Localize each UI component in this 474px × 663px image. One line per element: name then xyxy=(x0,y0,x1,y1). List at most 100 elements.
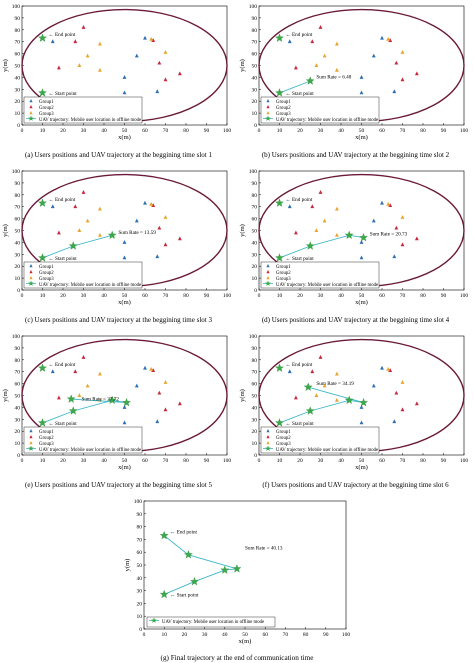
y-tick-label: 10 xyxy=(137,614,143,620)
legend-entry: Group1 xyxy=(39,265,54,270)
y-tick-label: 80 xyxy=(252,193,258,199)
legend-uav-icon xyxy=(28,280,34,286)
uav-position-star xyxy=(159,530,169,540)
x-tick-label: 30 xyxy=(318,293,324,299)
y-tick-label: 60 xyxy=(252,382,258,388)
y-tick-label: 100 xyxy=(12,4,21,10)
y-tick-label: 10 xyxy=(252,276,258,282)
group3-user-marker xyxy=(163,380,168,384)
x-tick-label: 80 xyxy=(183,458,189,464)
group2-user-marker xyxy=(414,401,419,406)
legend-box xyxy=(146,616,276,628)
legend-group3-icon xyxy=(29,441,33,445)
group3-user-marker xyxy=(97,232,102,237)
y-tick-label: 100 xyxy=(12,169,21,175)
group1-user-marker xyxy=(359,240,364,244)
x-tick-label: 0 xyxy=(21,458,24,464)
group3-user-marker xyxy=(334,41,339,46)
x-tick-label: 40 xyxy=(338,293,344,299)
y-tick-label: 40 xyxy=(15,240,21,246)
uav-trajectory-line xyxy=(279,80,311,94)
y-tick-label: 0 xyxy=(254,453,257,459)
y-tick-label: 0 xyxy=(254,288,257,294)
x-tick-label: 50 xyxy=(359,458,365,464)
x-tick-label: 70 xyxy=(400,293,406,299)
legend-entry: UAV trajectory: Mobile user location in … xyxy=(276,118,378,123)
group3-user-marker xyxy=(97,41,102,46)
group3-user-marker xyxy=(163,215,168,219)
group1-user-marker xyxy=(287,369,292,374)
group2-user-marker xyxy=(163,242,168,247)
uav-position-star xyxy=(107,230,117,240)
legend-entry: Group2 xyxy=(276,106,291,111)
group3-user-marker xyxy=(400,50,405,54)
y-tick-label: 60 xyxy=(15,217,21,223)
uav-position-star xyxy=(220,565,230,574)
y-tick-label: 70 xyxy=(252,40,258,46)
group3-user-marker xyxy=(314,228,319,232)
group2-user-marker xyxy=(163,77,168,82)
start-point-label: ← Start point xyxy=(49,421,78,427)
x-tick-label: 20 xyxy=(182,632,188,638)
group1-user-marker xyxy=(380,365,384,370)
legend-entry: UAV trajectory: Mobile user location in … xyxy=(162,620,264,625)
panel-caption: (f) Users positions and UAV trajectory a… xyxy=(262,481,449,489)
legend-entry: Group1 xyxy=(276,100,291,105)
legend-entry: Group1 xyxy=(39,100,54,105)
legend-entry: Group2 xyxy=(276,436,291,441)
y-tick-label: 70 xyxy=(252,205,258,211)
x-tick-label: 20 xyxy=(297,293,303,299)
start-point-label: ← Start point xyxy=(170,592,199,598)
x-tick-label: 30 xyxy=(318,128,324,134)
y-tick-label: 0 xyxy=(17,123,20,129)
x-tick-label: 90 xyxy=(204,293,210,299)
group2-user-marker xyxy=(310,204,315,209)
group3-user-marker xyxy=(322,218,327,223)
end-point-label: ← End point xyxy=(286,32,313,38)
y-tick-label: 20 xyxy=(252,99,258,105)
group3-user-marker xyxy=(334,397,339,402)
x-tick-label: 40 xyxy=(338,128,344,134)
x-tick-label: 60 xyxy=(379,128,385,134)
y-tick-label: 20 xyxy=(15,429,21,435)
end-point-star xyxy=(275,198,284,207)
group3-user-marker xyxy=(85,383,90,388)
group1-user-marker xyxy=(392,254,397,259)
end-point-star xyxy=(38,363,47,372)
legend-group2-icon xyxy=(266,105,270,109)
y-axis-label: y(m) xyxy=(239,224,246,237)
y-tick-label: 0 xyxy=(17,288,20,294)
uav-position-star xyxy=(184,550,193,559)
x-tick-label: 50 xyxy=(122,128,128,134)
uav-position-star xyxy=(66,394,76,403)
y-tick-label: 10 xyxy=(252,111,258,117)
x-tick-label: 10 xyxy=(40,128,46,134)
chart-panel-1: 0 10 20 30 40 50 60 70 80 90 100 0 10 20 30 40 50 60 70 80 9… xyxy=(2,4,231,159)
x-tick-label: 90 xyxy=(441,128,447,134)
y-tick-label: 30 xyxy=(15,417,21,423)
uav-position-star xyxy=(68,241,78,250)
group1-user-marker xyxy=(359,420,364,425)
y-tick-label: 80 xyxy=(15,28,21,34)
sum-rate-label: Sum Rate = 6.48 xyxy=(316,75,351,81)
uav-position-star xyxy=(38,88,47,97)
legend-entry: Group3 xyxy=(39,112,54,117)
panel-caption: (g) Final trajectory at the end of commu… xyxy=(161,654,314,662)
x-tick-label: 20 xyxy=(60,293,66,299)
group1-user-marker xyxy=(371,53,376,58)
uav-position-star xyxy=(305,76,315,85)
group3-user-marker xyxy=(334,371,339,376)
group1-user-marker xyxy=(359,90,364,95)
x-tick-label: 70 xyxy=(163,128,169,134)
legend-uav-icon xyxy=(265,280,271,286)
x-tick-label: 50 xyxy=(122,293,128,299)
y-tick-label: 100 xyxy=(12,334,21,340)
x-tick-label: 20 xyxy=(297,128,303,134)
group3-user-marker xyxy=(322,383,327,388)
x-tick-label: 100 xyxy=(223,458,232,464)
group1-user-marker xyxy=(134,53,139,58)
y-tick-label: 0 xyxy=(254,123,257,129)
uav-position-star xyxy=(190,577,199,586)
chart-panel-6: 0 10 20 30 40 50 60 70 80 90 100 0 10 20 30 40 50 60 70 80 9… xyxy=(239,334,468,489)
legend-group2-icon xyxy=(266,270,270,274)
